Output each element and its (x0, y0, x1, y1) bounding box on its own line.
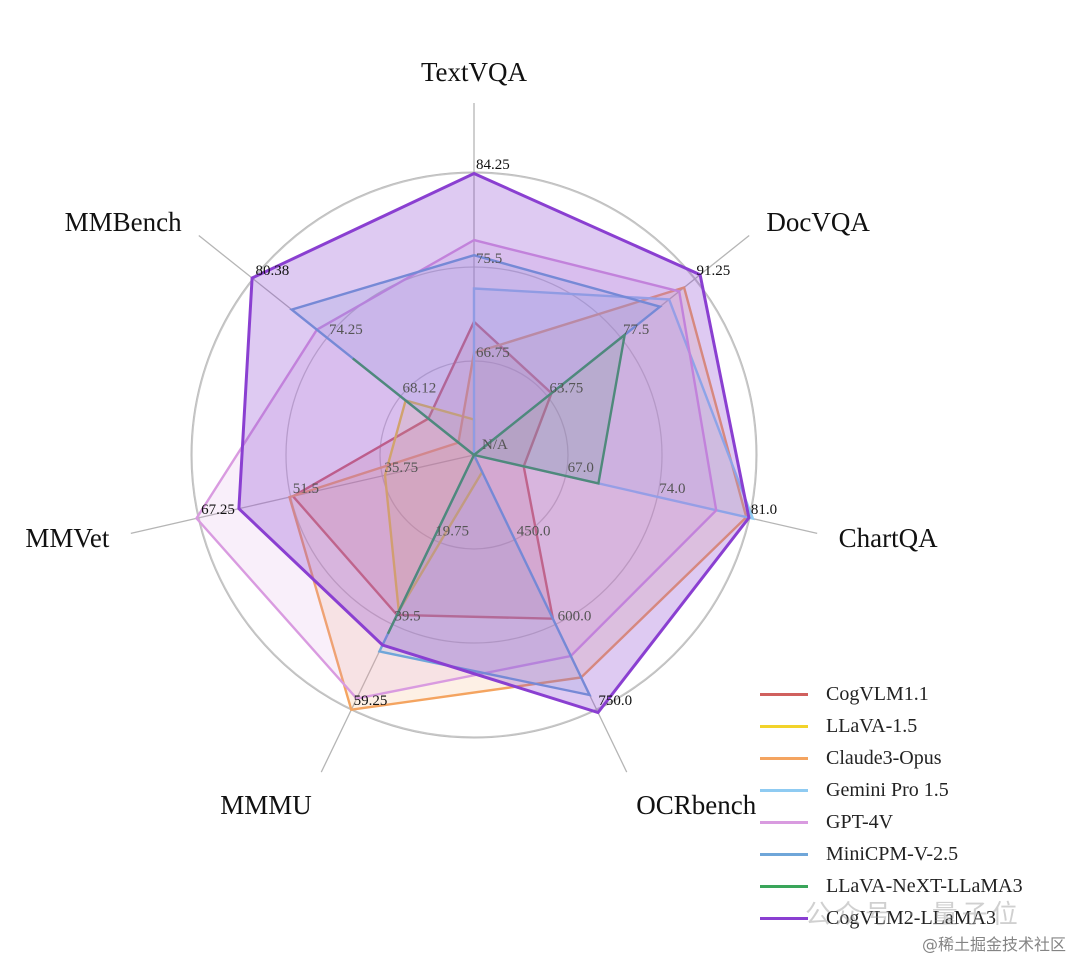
radar-axis-labels: TextVQA DocVQA ChartQA OCRbench MMMU MMVet MMB… (25, 57, 938, 820)
tick-label: 91.25 (696, 263, 730, 279)
legend-item: MiniCPM-V-2.5 (760, 838, 1023, 870)
tick-label: 67.25 (201, 502, 235, 518)
tick-label: 75.5 (476, 251, 502, 267)
tick-label: 600.0 (558, 608, 592, 624)
chart-legend: CogVLM1.1 LLaVA-1.5 Claude3-Opus Gemini Pro… (760, 678, 1023, 934)
tick-label: 59.25 (354, 693, 388, 709)
radar-series-areas (195, 171, 755, 715)
tick-label: 84.25 (476, 157, 510, 173)
series-gpt-4v (195, 238, 718, 700)
axis-label-mmmu: MMMU (220, 790, 312, 820)
axis-label-mmbench: MMBench (65, 207, 182, 237)
tick-label: 77.5 (623, 322, 649, 338)
axis-label-ocrbench: OCRbench (636, 790, 756, 820)
legend-item: LLaVA-NeXT-LLaMA3 (760, 870, 1023, 902)
legend-item: GPT-4V (760, 806, 1023, 838)
site-watermark: @稀土掘金技术社区 (921, 935, 1066, 954)
series-cogvlm2-llama3 (237, 171, 751, 715)
center-label: N/A (482, 437, 508, 453)
tick-label: 39.5 (394, 608, 420, 624)
axis-label-mmvet: MMVet (25, 523, 110, 553)
tick-label: 750.0 (598, 693, 632, 709)
wechat-watermark: 公众号 · 量子位 (805, 900, 1022, 930)
tick-label: 67.0 (568, 460, 594, 476)
tick-label: 35.75 (384, 460, 418, 476)
legend-label: MiniCPM-V-2.5 (826, 842, 959, 865)
legend-swatch (760, 692, 808, 696)
axis-label-chartqa: ChartQA (839, 523, 938, 553)
tick-label: 51.5 (293, 481, 319, 497)
legend-item: CogVLM1.1 (760, 678, 1023, 710)
legend-label: Claude3-Opus (826, 746, 942, 769)
series-llava-next-llama3 (352, 331, 627, 635)
legend-item: CogVLM2-LLaMA3 (760, 902, 1023, 934)
legend-item: LLaVA-1.5 (760, 710, 1023, 742)
tick-label: 74.25 (329, 322, 363, 338)
tick-label: 19.75 (435, 524, 469, 540)
legend-swatch (760, 884, 808, 888)
tick-label: 68.12 (403, 380, 437, 396)
tick-label: 450.0 (517, 524, 551, 540)
radar-tick-labels: 66.75 75.5 84.25 63.75 77.5 91.25 67.0 74.0 81.0… (201, 157, 777, 709)
legend-label: GPT-4V (826, 810, 894, 833)
series-minicpm-v-2-5 (289, 253, 663, 697)
legend-item: Claude3-Opus (760, 742, 1023, 774)
legend-label: LLaVA-NeXT-LLaMA3 (826, 874, 1023, 897)
series-claude3-opus (288, 285, 748, 712)
legend-label: CogVLM1.1 (826, 682, 929, 705)
legend-swatch (760, 724, 808, 728)
series-cogvlm1-1 (291, 319, 555, 620)
legend-swatch (760, 916, 808, 920)
axis-label-textvqa: TextVQA (421, 57, 528, 87)
legend-swatch (760, 820, 808, 824)
legend-label: LLaVA-1.5 (826, 714, 918, 737)
tick-label: 74.0 (659, 481, 685, 497)
legend-label: CogVLM2-LLaMA3 (826, 906, 996, 929)
tick-label: 80.38 (256, 263, 290, 279)
tick-label: 63.75 (549, 380, 583, 396)
axis-label-docvqa: DocVQA (766, 207, 870, 237)
legend-item: Gemini Pro 1.5 (760, 774, 1023, 806)
tick-label: 66.75 (476, 345, 510, 361)
legend-swatch (760, 788, 808, 792)
legend-swatch (760, 756, 808, 760)
tick-label: 81.0 (751, 502, 777, 518)
legend-swatch (760, 852, 808, 856)
legend-label: Gemini Pro 1.5 (826, 778, 949, 801)
